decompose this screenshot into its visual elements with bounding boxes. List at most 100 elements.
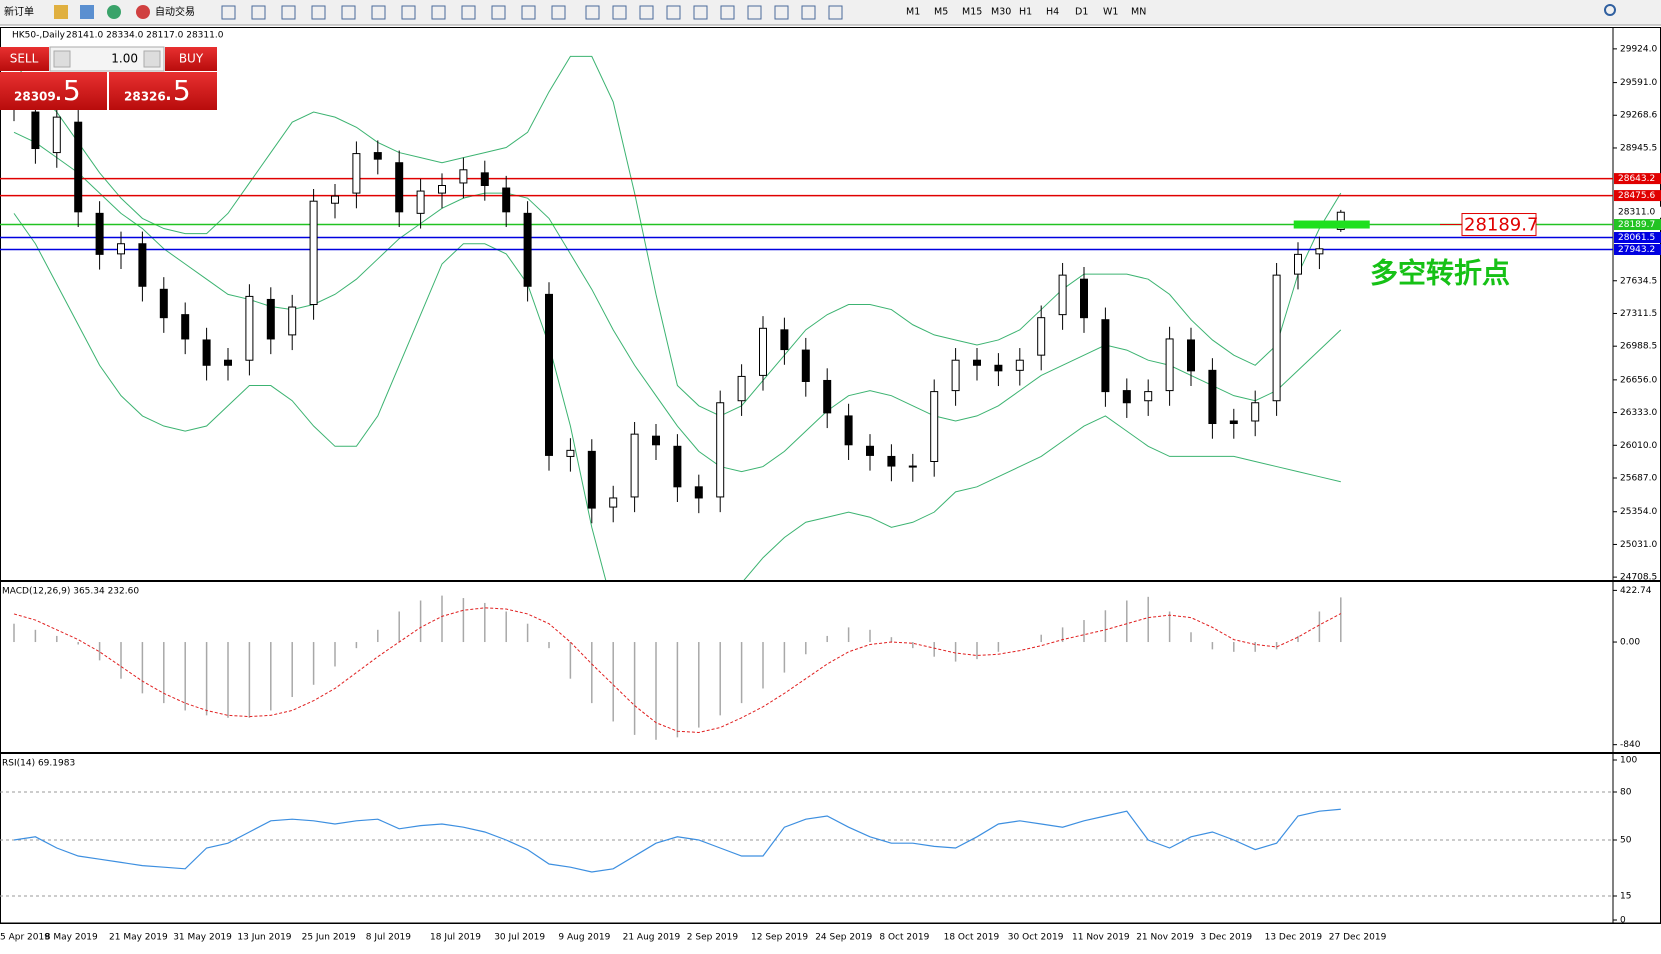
tool-icon[interactable]: [251, 5, 266, 20]
candle-body: [545, 293, 553, 456]
candle-body: [780, 329, 789, 351]
macd-signal: [13, 607, 1342, 733]
x-tick-label: 24 Sep 2019: [815, 933, 872, 943]
tool-icon[interactable]: [221, 5, 236, 20]
x-tick-label: 13 Jun 2019: [237, 933, 291, 943]
ask-price: 28326: [124, 90, 166, 104]
x-tick-label: 2 Sep 2019: [687, 933, 739, 943]
y-tick-label: 27634.5: [1620, 276, 1657, 286]
timeframe-button[interactable]: MN: [1131, 7, 1146, 18]
candle-body: [1187, 339, 1195, 372]
tool-icon[interactable]: [585, 5, 600, 20]
bid-box[interactable]: [0, 72, 107, 110]
candle-body: [373, 152, 382, 160]
icon[interactable]: [54, 5, 68, 19]
level-price-label: 28475.6: [1618, 191, 1655, 201]
tool-icon[interactable]: [551, 5, 566, 20]
bollinger-lower: [13, 213, 1341, 580]
timeframe-button[interactable]: M15: [962, 7, 982, 18]
timeframe-button[interactable]: W1: [1103, 7, 1118, 18]
turning-point-bar: [1293, 220, 1370, 229]
tool-icon[interactable]: [311, 5, 326, 20]
x-tick-label: 8 Oct 2019: [879, 933, 929, 943]
tool-icon[interactable]: [371, 5, 386, 20]
icon[interactable]: [80, 5, 94, 19]
tool-icon[interactable]: [461, 5, 476, 20]
tool-icon[interactable]: [639, 5, 654, 20]
timeframe-button[interactable]: M30: [991, 7, 1011, 18]
tool-icon[interactable]: [747, 5, 762, 20]
candle-body: [973, 359, 981, 366]
tool-icon[interactable]: [612, 5, 627, 20]
tool-icon[interactable]: [693, 5, 708, 20]
candle-body: [480, 172, 489, 186]
tool-icon[interactable]: [666, 5, 681, 20]
tool-icon[interactable]: [431, 5, 446, 20]
tool-icon[interactable]: [720, 5, 735, 20]
ask-box[interactable]: [109, 72, 217, 110]
timeframe-button[interactable]: D1: [1075, 7, 1088, 18]
icon[interactable]: [107, 5, 121, 19]
new-order-button[interactable]: 新订单: [4, 5, 34, 18]
y-tick-label: 29924.0: [1620, 44, 1657, 54]
candle-body: [737, 375, 746, 402]
candle-body: [266, 298, 275, 340]
tool-icon[interactable]: [401, 5, 416, 20]
tool-icon[interactable]: [491, 5, 506, 20]
candle-body: [1272, 274, 1281, 402]
rsi-panel: [0, 791, 1613, 897]
level-price-box: [1614, 190, 1661, 202]
sell-button[interactable]: [0, 47, 49, 71]
tool-icon[interactable]: [341, 5, 356, 20]
volume-down[interactable]: [53, 50, 71, 68]
level-price-label: 28061.5: [1618, 233, 1655, 243]
tool-icon[interactable]: [774, 5, 789, 20]
bollinger-middle: [13, 131, 1342, 473]
tool-icon[interactable]: [281, 5, 296, 20]
candle-body: [245, 295, 254, 361]
buy-button[interactable]: [165, 47, 217, 71]
x-tick-label: 8 Jul 2019: [366, 933, 411, 943]
y-tick-label: 25687.0: [1620, 474, 1657, 484]
volume-up[interactable]: [143, 50, 161, 68]
level-price-box: [1614, 173, 1661, 185]
timeframe-button[interactable]: M5: [934, 7, 948, 18]
y-tick-label: 26010.0: [1620, 441, 1657, 451]
candle-body: [887, 455, 896, 467]
ask-pip: .5: [164, 74, 191, 107]
bollinger-upper: [13, 55, 1342, 417]
candle-body: [1015, 359, 1024, 371]
candle-body: [844, 415, 853, 446]
candle-body: [117, 243, 125, 255]
x-tick-label: 30 Oct 2019: [1008, 933, 1064, 943]
candle-body: [95, 212, 104, 255]
auto-trading-icon[interactable]: [136, 5, 150, 19]
tool-icons: [221, 5, 843, 20]
y-tick-label: 26656.0: [1620, 375, 1657, 385]
tool-icon[interactable]: [801, 5, 816, 20]
rsi-line: [13, 808, 1341, 873]
auto-trading-button[interactable]: 自动交易: [155, 5, 195, 18]
x-tick-label: 13 Dec 2019: [1265, 933, 1323, 943]
timeframes: M1 M5 M15 M30 H1 H4 D1 W1 MN: [906, 7, 1146, 18]
candle-body: [566, 449, 575, 457]
candle-body: [181, 314, 190, 340]
y-tick-label: 0: [1620, 916, 1626, 926]
annotation-label: 28189.7: [1464, 215, 1538, 236]
y-tick-label: 29268.6: [1620, 111, 1657, 121]
timeframe-button[interactable]: H4: [1046, 7, 1059, 18]
tool-icon[interactable]: [828, 5, 843, 20]
timeframe-button[interactable]: M1: [906, 7, 920, 18]
y-tick-label: 29591.0: [1620, 78, 1657, 88]
y-tick-label: 27311.5: [1620, 309, 1657, 319]
bid-price: 28309: [14, 90, 56, 104]
y-tick-label: 26333.0: [1620, 408, 1657, 418]
tool-icon[interactable]: [521, 5, 536, 20]
chart-symbol: HK50-,Daily: [12, 31, 66, 41]
candle-body: [930, 391, 939, 462]
y-tick-label: 15: [1620, 892, 1631, 902]
candle-body: [1058, 274, 1067, 316]
timeframe-button[interactable]: H1: [1019, 7, 1032, 18]
